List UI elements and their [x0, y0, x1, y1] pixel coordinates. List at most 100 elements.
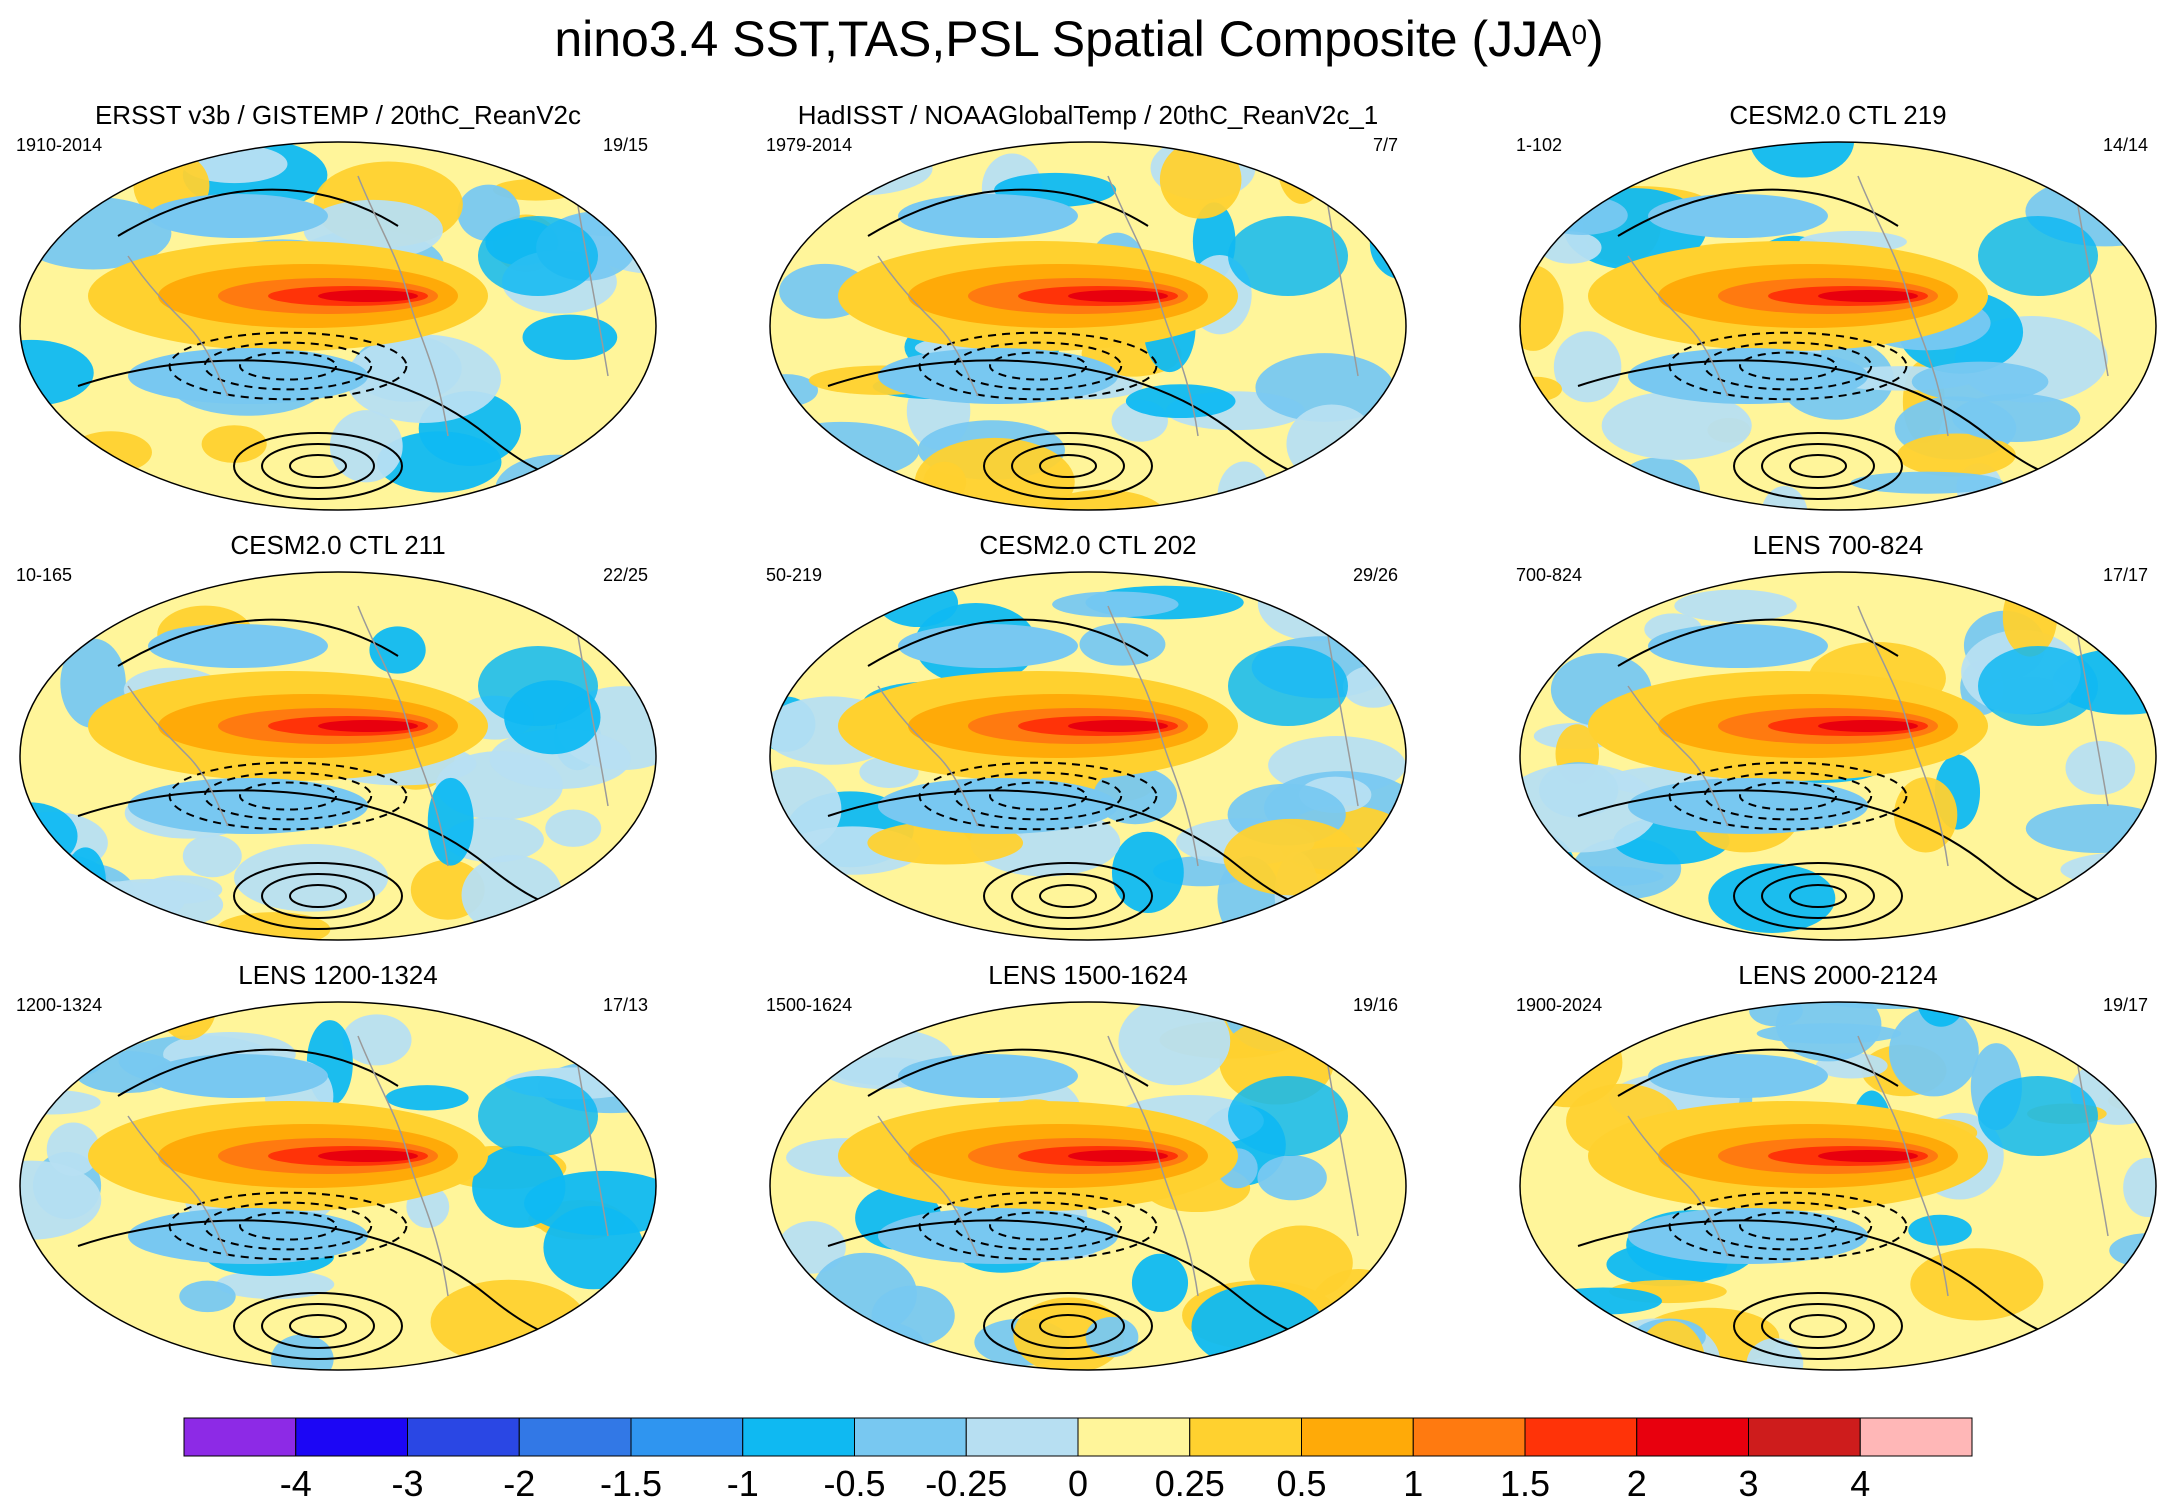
negative-contour: [203, 771, 373, 821]
positive-contour: [289, 884, 347, 908]
anomaly-patch: [342, 1014, 412, 1066]
coastline-asia: [127, 1115, 229, 1257]
colorbar-tick-label: 0: [1067, 1463, 1089, 1504]
map-panel: LENS 700-824 700-824 17/17: [1508, 530, 2158, 960]
map-svg: [19, 571, 657, 941]
panel-title: LENS 1200-1324: [238, 960, 438, 990]
colorbar-tick-label: 0.5: [1276, 1463, 1327, 1504]
positive-contour: [1039, 454, 1097, 478]
anomaly-patch: [2087, 572, 2156, 588]
map-panel: CESM2.0 CTL 219 1-102 14/14: [1508, 100, 2158, 530]
anomaly-patch: [74, 898, 136, 931]
cold-patch: [148, 624, 328, 668]
anomaly-patch: [427, 777, 474, 866]
panel-title: LENS 700-824: [1752, 530, 1924, 560]
enso-tongue: [1068, 720, 1168, 732]
panel-title: CESM2.0 CTL 219: [1729, 100, 1947, 130]
anomaly-patch: [820, 925, 914, 940]
anomaly-patch: [1888, 1007, 1979, 1097]
anomaly-patch: [1125, 384, 1236, 419]
panel-title: LENS 2000-2124: [1738, 960, 1938, 990]
coastline-americas: [357, 175, 449, 437]
negative-contour: [989, 781, 1087, 811]
positive-contour: [1761, 443, 1875, 489]
anomaly-patch: [923, 461, 967, 503]
colorbar-segment: [1748, 1417, 1861, 1457]
anomaly-patch: [1539, 231, 1602, 264]
cold-patch: [1628, 1208, 1868, 1264]
positive-contour: [1789, 884, 1847, 908]
anomaly-patch: [430, 1279, 587, 1365]
negative-contour: [203, 1201, 373, 1251]
anomaly-patch: [877, 578, 959, 628]
cold-patch: [1228, 646, 1348, 726]
coastlines: [1627, 175, 2109, 437]
panel-count: 19/17: [2102, 995, 2148, 1015]
panel-count: 29/26: [1352, 565, 1398, 585]
anomaly-patch: [1543, 866, 1664, 887]
panel-count: 19/16: [1352, 995, 1398, 1015]
colorbar-segment: [295, 1417, 408, 1457]
zero-contour: [117, 618, 399, 667]
colorbar-tick-label: -1.5: [599, 1463, 663, 1504]
positive-contour: [1011, 443, 1125, 489]
zero-contour: [867, 618, 1149, 667]
anomaly-patch: [2034, 142, 2093, 184]
anomaly-patch: [472, 1145, 566, 1228]
colorbar-tick-label: -1: [726, 1463, 759, 1504]
coastline-asia: [1627, 1115, 1729, 1257]
anomaly-patch: [1520, 919, 1578, 940]
chart-title-superscript: 0: [1571, 19, 1588, 50]
colorbar-segment: [1077, 1417, 1191, 1457]
coastlines: [1627, 605, 2109, 867]
panel-years: 1-102: [1516, 135, 1563, 155]
panel-count: 19/15: [602, 135, 648, 155]
anomaly-patch: [329, 410, 403, 483]
cold-patch: [878, 348, 1118, 404]
colorbar-segment: [1636, 1417, 1749, 1457]
zero-contour: [1617, 1048, 1899, 1097]
anomaly-patch: [2123, 1157, 2156, 1218]
positive-contour: [261, 443, 375, 489]
map-panel: CESM2.0 CTL 202 50-219 29/26: [758, 530, 1418, 960]
cold-patch: [148, 1054, 328, 1098]
enso-tongue: [1068, 290, 1168, 302]
anomaly-patch: [179, 1280, 236, 1313]
anomaly-patch: [1562, 142, 1615, 149]
colorbar-labels: -4 -3 -2 -1.5 -1 -0.5 -0.25 0 0.25 0.5 1 1.5 2 3 4: [0, 1462, 2158, 1506]
positive-contour: [1011, 873, 1125, 919]
colorbar-tick-label: -2: [503, 1463, 536, 1504]
coastlines: [1627, 1035, 2109, 1297]
positive-contour: [261, 1303, 375, 1349]
cold-patch: [1978, 1076, 2098, 1156]
anomaly-patch: [1520, 590, 1568, 681]
anomaly-patch: [1520, 1328, 1655, 1355]
anomaly-patch: [2002, 577, 2058, 657]
panel-years: 50-219: [766, 565, 823, 585]
map-svg: [19, 1001, 657, 1371]
anomaly-patch: [2037, 480, 2156, 510]
panel-title: CESM2.0 CTL 202: [979, 530, 1197, 560]
anomaly-patch: [1850, 471, 2004, 494]
anomaly-patch: [871, 1285, 955, 1346]
anomaly-patch: [1908, 1214, 1972, 1246]
colorbar-segment: [1524, 1417, 1638, 1457]
positive-contour: [1789, 454, 1847, 478]
zero-contour: [117, 188, 399, 237]
anomaly-patch: [64, 847, 106, 916]
panel-years: 1900-2024: [1516, 995, 1603, 1015]
map-panel: LENS 1200-1324 1200-1324 17/13: [8, 960, 668, 1390]
cold-patch: [128, 778, 368, 834]
anomaly-patch: [1756, 1023, 1902, 1044]
zero-contour: [867, 1048, 1149, 1097]
anomaly-patch: [1257, 572, 1374, 642]
coastline-africa: [1327, 205, 1359, 377]
coastlines: [127, 605, 609, 867]
anomaly-patch: [1952, 393, 2081, 442]
panel-count: 22/25: [602, 565, 648, 585]
anomaly-patch: [1911, 361, 2049, 402]
negative-contour: [1739, 781, 1837, 811]
cold-patch: [898, 194, 1078, 238]
enso-tongue: [318, 1150, 418, 1162]
zero-contour: [1617, 618, 1899, 667]
